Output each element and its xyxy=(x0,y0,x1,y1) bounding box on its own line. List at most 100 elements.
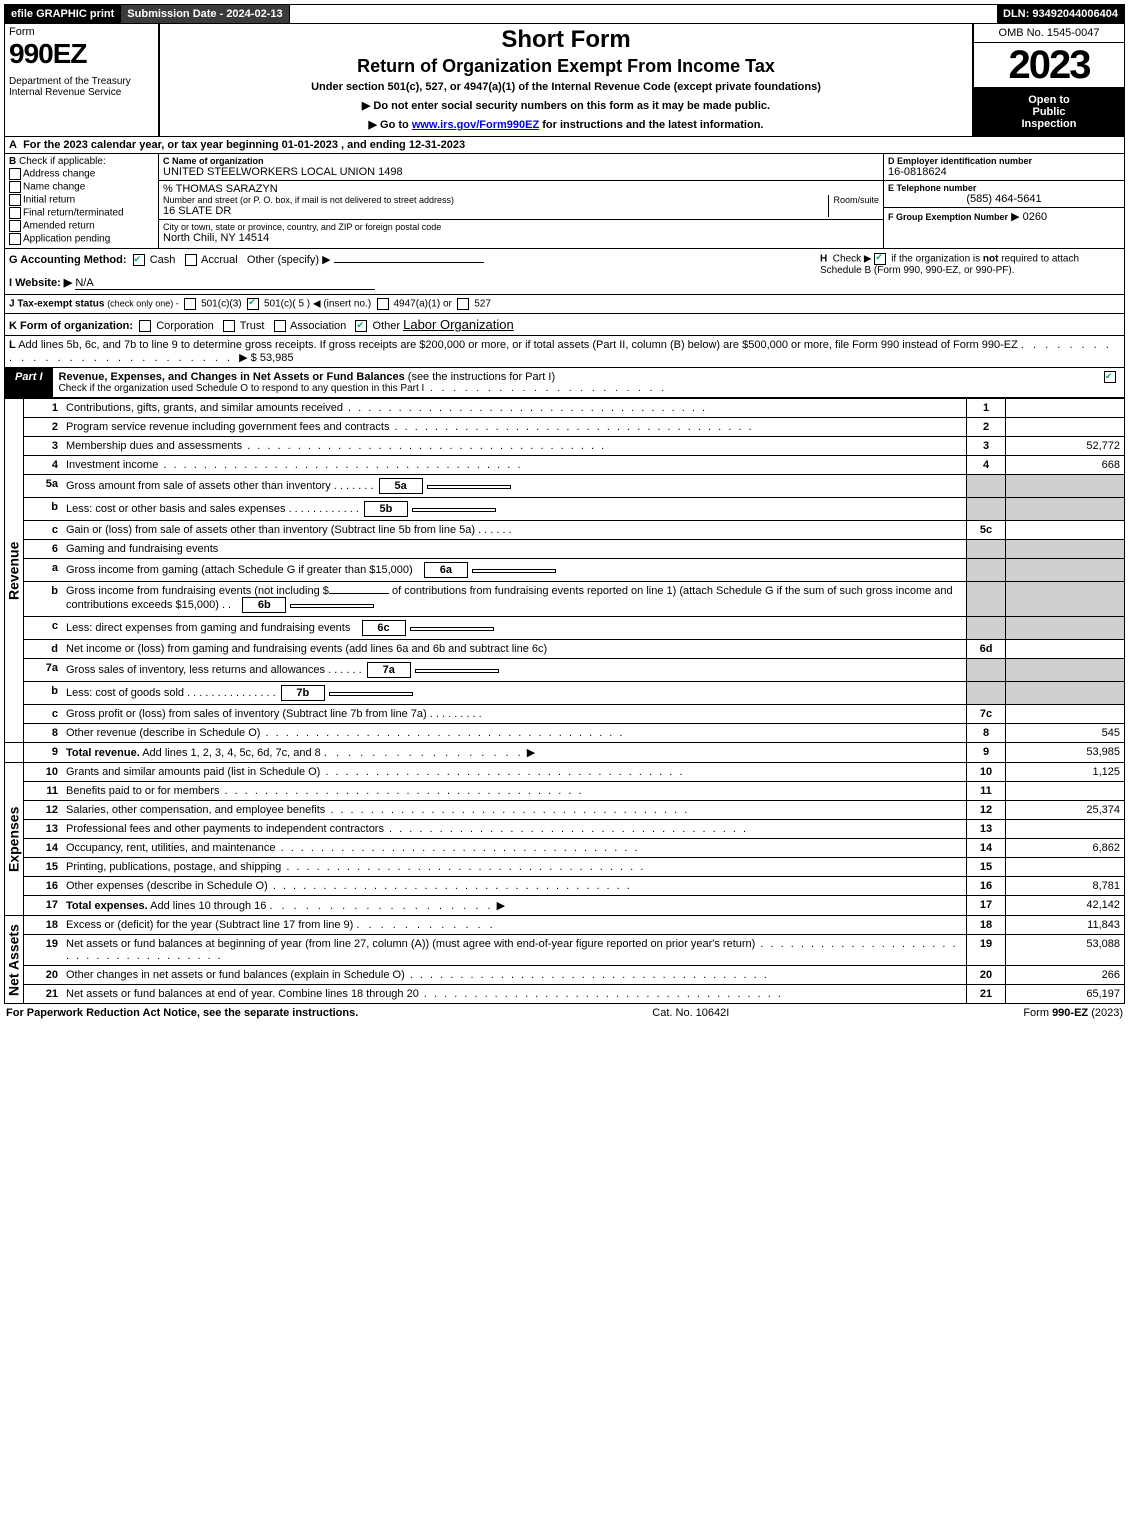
gross-receipts-amount: ▶ $ 53,985 xyxy=(239,352,293,364)
room-suite-label: Room/suite xyxy=(828,195,879,217)
line-6d-amount xyxy=(1006,640,1125,659)
form-number: 990EZ xyxy=(9,38,154,70)
line-19-amount: 53,088 xyxy=(1006,935,1125,966)
check-initial-return[interactable]: Initial return xyxy=(9,194,154,206)
check-address-change[interactable]: Address change xyxy=(9,168,154,180)
care-of-block: % THOMAS SARAZYN Number and street (or P… xyxy=(159,181,883,220)
line-11-amount xyxy=(1006,782,1125,801)
check-accrual[interactable] xyxy=(185,254,197,266)
line-1-amount xyxy=(1006,399,1125,418)
section-gh: G Accounting Method: Cash Accrual Other … xyxy=(4,249,1125,295)
part-i-table: Revenue 1 Contributions, gifts, grants, … xyxy=(4,398,1125,1004)
part-i-checkbox[interactable] xyxy=(1098,368,1124,397)
header-center: Short Form Return of Organization Exempt… xyxy=(160,24,974,136)
group-exemption-block: F Group Exemption Number ▶ 0260 xyxy=(884,208,1124,225)
department-label: Department of the Treasury Internal Reve… xyxy=(9,76,154,98)
expenses-side-label: Expenses xyxy=(5,763,24,916)
org-name: UNITED STEELWORKERS LOCAL UNION 1498 xyxy=(163,166,879,178)
line-3-amount: 52,772 xyxy=(1006,437,1125,456)
column-b: B Check if applicable: Address change Na… xyxy=(5,154,159,248)
line-18-amount: 11,843 xyxy=(1006,916,1125,935)
part-i-label: Part I xyxy=(5,368,53,397)
tax-exempt-status: J Tax-exempt status (check only one) - 5… xyxy=(4,295,1125,314)
row-a-tax-year: A For the 2023 calendar year, or tax yea… xyxy=(4,137,1125,154)
part-i-header: Part I Revenue, Expenses, and Changes in… xyxy=(4,368,1125,398)
top-bar: efile GRAPHIC print Submission Date - 20… xyxy=(4,4,1125,24)
ein-block: D Employer identification number 16-0818… xyxy=(884,154,1124,181)
group-exemption-value: ▶ 0260 xyxy=(1011,211,1047,223)
form-header: Form 990EZ Department of the Treasury In… xyxy=(4,24,1125,137)
check-final-return[interactable]: Final return/terminated xyxy=(9,207,154,219)
check-trust[interactable] xyxy=(223,320,235,332)
check-corporation[interactable] xyxy=(139,320,151,332)
section-l: L Add lines 5b, 6c, and 7b to line 9 to … xyxy=(4,336,1125,368)
section-bcd: B Check if applicable: Address change Na… xyxy=(4,154,1125,249)
other-specify-input[interactable] xyxy=(334,262,484,263)
line-7c-amount xyxy=(1006,705,1125,724)
title-return: Return of Organization Exempt From Incom… xyxy=(166,56,966,77)
column-d: D Employer identification number 16-0818… xyxy=(884,154,1124,248)
check-other-org[interactable] xyxy=(355,320,367,332)
other-org-value: Labor Organization xyxy=(403,317,514,332)
title-short-form: Short Form xyxy=(166,26,966,54)
line-16-amount: 8,781 xyxy=(1006,877,1125,896)
accounting-method: G Accounting Method: Cash Accrual Other … xyxy=(9,253,800,290)
city-state-zip: North Chili, NY 14514 xyxy=(163,232,879,244)
city-block: City or town, state or province, country… xyxy=(159,220,883,246)
website-label: I Website: ▶ xyxy=(9,277,72,289)
dln-label: DLN: 93492044006404 xyxy=(997,5,1124,23)
line-17-amount: 42,142 xyxy=(1006,896,1125,916)
header-left: Form 990EZ Department of the Treasury In… xyxy=(5,24,160,136)
line-21-amount: 65,197 xyxy=(1006,985,1125,1004)
line-8-amount: 545 xyxy=(1006,724,1125,743)
irs-link[interactable]: www.irs.gov/Form990EZ xyxy=(412,119,539,131)
efile-label[interactable]: efile GRAPHIC print xyxy=(5,5,121,23)
phone-value: (585) 464-5641 xyxy=(888,193,1120,205)
part-i-title: Revenue, Expenses, and Changes in Net As… xyxy=(53,368,1098,397)
line-12-amount: 25,374 xyxy=(1006,801,1125,820)
check-schedule-b[interactable] xyxy=(874,253,886,265)
care-of: % THOMAS SARAZYN xyxy=(163,183,879,195)
line-13-amount xyxy=(1006,820,1125,839)
website-value: N/A xyxy=(75,277,375,290)
check-amended-return[interactable]: Amended return xyxy=(9,220,154,232)
line-5c-amount xyxy=(1006,521,1125,540)
check-501c[interactable] xyxy=(247,298,259,310)
header-right: OMB No. 1545-0047 2023 Open to Public In… xyxy=(974,24,1124,136)
check-cash[interactable] xyxy=(133,254,145,266)
footer-right: Form 990-EZ (2023) xyxy=(1023,1007,1123,1019)
submission-date: Submission Date - 2024-02-13 xyxy=(121,5,289,23)
line-14-amount: 6,862 xyxy=(1006,839,1125,858)
check-501c3[interactable] xyxy=(184,298,196,310)
form-word: Form xyxy=(9,26,154,38)
tax-year: 2023 xyxy=(974,43,1124,88)
line-10-amount: 1,125 xyxy=(1006,763,1125,782)
line-2-amount xyxy=(1006,418,1125,437)
line-9-amount: 53,985 xyxy=(1006,743,1125,763)
instruction-ssn: ▶ Do not enter social security numbers o… xyxy=(166,99,966,112)
line-15-amount xyxy=(1006,858,1125,877)
phone-block: E Telephone number (585) 464-5641 xyxy=(884,181,1124,208)
omb-number: OMB No. 1545-0047 xyxy=(974,24,1124,43)
form-of-organization: K Form of organization: Corporation Trus… xyxy=(4,314,1125,336)
line-20-amount: 266 xyxy=(1006,966,1125,985)
check-527[interactable] xyxy=(457,298,469,310)
street-address: 16 SLATE DR xyxy=(163,205,828,217)
check-application-pending[interactable]: Application pending xyxy=(9,233,154,245)
revenue-side-label: Revenue xyxy=(5,399,24,743)
schedule-b-check: H Check ▶ if the organization is not req… xyxy=(820,253,1120,290)
column-c: C Name of organization UNITED STEELWORKE… xyxy=(159,154,884,248)
open-to-public: Open to Public Inspection xyxy=(974,88,1124,136)
ein-value: 16-0818624 xyxy=(888,166,1120,178)
subtitle: Under section 501(c), 527, or 4947(a)(1)… xyxy=(166,81,966,93)
check-4947[interactable] xyxy=(377,298,389,310)
footer-center: Cat. No. 10642I xyxy=(652,1007,729,1019)
instruction-goto: ▶ Go to www.irs.gov/Form990EZ for instru… xyxy=(166,118,966,131)
org-name-block: C Name of organization UNITED STEELWORKE… xyxy=(159,154,883,181)
footer-left: For Paperwork Reduction Act Notice, see … xyxy=(6,1007,358,1019)
check-association[interactable] xyxy=(274,320,286,332)
check-name-change[interactable]: Name change xyxy=(9,181,154,193)
line-4-amount: 668 xyxy=(1006,456,1125,475)
page-footer: For Paperwork Reduction Act Notice, see … xyxy=(4,1004,1125,1022)
netassets-side-label: Net Assets xyxy=(5,916,24,1004)
